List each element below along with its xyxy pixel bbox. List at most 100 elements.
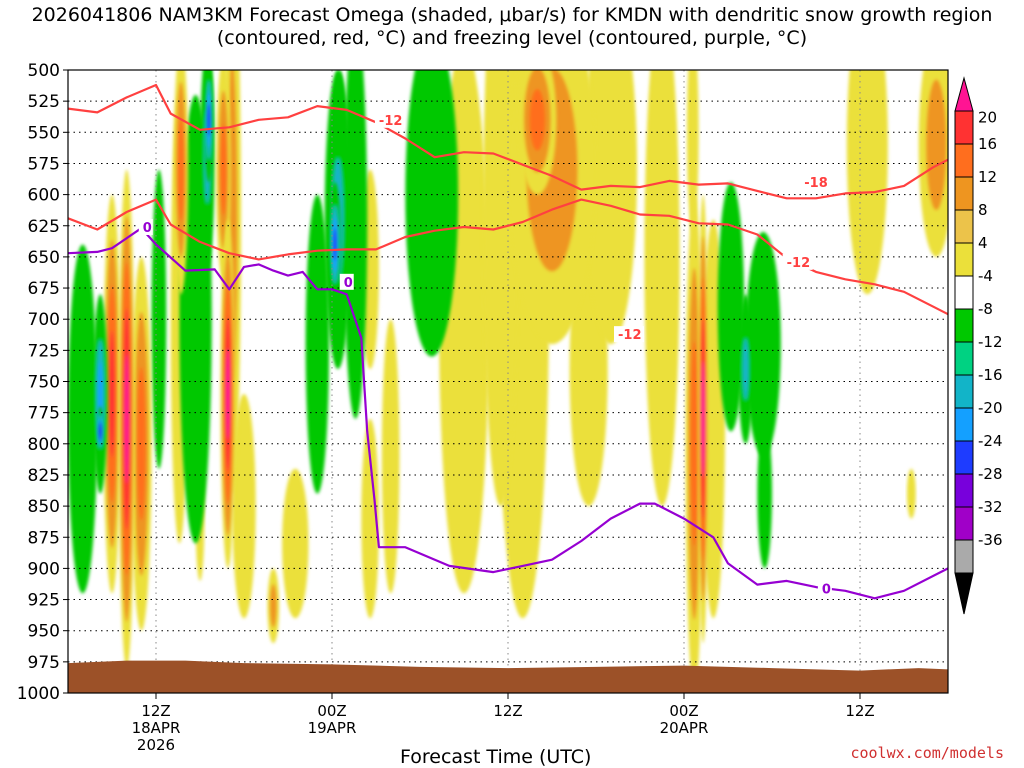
x-tick-label: 18APR bbox=[132, 719, 181, 737]
omega-cell-42 bbox=[204, 70, 214, 183]
omega-band bbox=[926, 79, 947, 211]
omega-cell-13 bbox=[381, 319, 400, 594]
y-tick-label: 525 bbox=[28, 92, 60, 112]
colorbar-swatch bbox=[954, 275, 974, 310]
colorbar-label: -28 bbox=[978, 465, 1003, 483]
omega-band bbox=[381, 319, 400, 594]
colorbar-swatch bbox=[954, 539, 974, 574]
colorbar: 20 16 12 8 4 -4 -8 -12 -16 -20 -24 -28 -32 -36 bbox=[954, 76, 1003, 615]
y-tick-label: 850 bbox=[28, 497, 60, 517]
omega-band bbox=[584, 70, 638, 345]
dgz-cold-edge-contour bbox=[68, 83, 948, 200]
omega-cell-16 bbox=[686, 70, 699, 232]
freezing-level-label: 0 bbox=[822, 582, 831, 597]
dgz-label: -12 bbox=[379, 114, 403, 129]
y-tick-label: 650 bbox=[28, 248, 60, 268]
omega-cell-44 bbox=[329, 182, 341, 307]
colorbar-swatch bbox=[954, 242, 974, 277]
omega-band bbox=[846, 70, 888, 295]
omega-cell-39 bbox=[103, 194, 121, 594]
omega-band bbox=[154, 231, 164, 407]
colorbar-label: -4 bbox=[978, 267, 993, 285]
colorbar-label: -16 bbox=[978, 366, 1003, 384]
freezing-level-contour bbox=[68, 227, 948, 600]
x-tick-label: 12Z bbox=[845, 702, 874, 720]
omega-band bbox=[177, 118, 184, 221]
omega-cell-43 bbox=[220, 219, 236, 569]
dgz-label: -18 bbox=[804, 176, 828, 191]
omega-cell-32 bbox=[518, 70, 557, 195]
omega-shading bbox=[68, 70, 948, 693]
colorbar-swatch bbox=[954, 143, 974, 178]
y-tick-label: 900 bbox=[28, 559, 60, 579]
y-tick-label: 700 bbox=[28, 310, 60, 330]
omega-band bbox=[529, 89, 546, 151]
axes: 500 525 550 575 600 625 650 675 700 725 750 775 800 8… bbox=[17, 61, 949, 754]
colorbar-swatch bbox=[954, 374, 974, 409]
x-tick-label: 2026 bbox=[137, 736, 175, 754]
x-tick-label: 20APR bbox=[660, 719, 709, 737]
omega-cell-35 bbox=[173, 70, 189, 295]
omega-band bbox=[742, 338, 749, 400]
omega-band bbox=[74, 317, 92, 521]
x-axis-label: Forecast Time (UTC) bbox=[400, 746, 592, 768]
colorbar-label: 20 bbox=[978, 109, 997, 127]
omega-band bbox=[206, 103, 211, 136]
omega-cell-36 bbox=[216, 70, 231, 282]
x-tick-label: 19APR bbox=[308, 719, 357, 737]
colorbar-swatch bbox=[954, 407, 974, 442]
omega-band bbox=[701, 360, 706, 478]
colorbar-label: 4 bbox=[978, 234, 988, 252]
omega-band bbox=[220, 123, 227, 216]
omega-cell-24 bbox=[717, 182, 745, 432]
x-tick-label: 12Z bbox=[141, 702, 170, 720]
omega-band bbox=[109, 330, 115, 458]
omega-band bbox=[332, 228, 337, 261]
omega-cell-19 bbox=[508, 70, 596, 345]
colorbar-label: -32 bbox=[978, 498, 1003, 516]
terrain-fill bbox=[68, 660, 948, 693]
colorbar-label: 12 bbox=[978, 168, 997, 186]
omega-cell-37 bbox=[738, 294, 753, 444]
omega-cell-8 bbox=[846, 70, 888, 295]
omega-band bbox=[98, 425, 103, 437]
colorbar-label: 16 bbox=[978, 135, 997, 153]
omega-band bbox=[690, 341, 698, 547]
omega-cell-9 bbox=[906, 468, 916, 519]
y-tick-label: 725 bbox=[28, 341, 60, 361]
omega-band bbox=[137, 366, 146, 521]
omega-band bbox=[906, 468, 916, 519]
colorbar-label: -20 bbox=[978, 399, 1003, 417]
y-tick-label: 750 bbox=[28, 373, 60, 393]
y-tick-label: 800 bbox=[28, 435, 60, 455]
dgz-label-bg bbox=[374, 111, 405, 128]
omega-cell-1 bbox=[282, 468, 309, 619]
omega-band bbox=[760, 450, 769, 538]
grid-lines bbox=[68, 70, 948, 693]
dgz-label-bg bbox=[614, 326, 644, 343]
freezing-level-label-bg bbox=[339, 273, 354, 290]
omega-band bbox=[686, 70, 699, 232]
omega-cell-23 bbox=[305, 194, 330, 494]
y-tick-label: 925 bbox=[28, 591, 60, 611]
omega-cell-29 bbox=[267, 568, 280, 644]
y-tick-label: 1000 bbox=[17, 684, 60, 704]
y-tick-label: 675 bbox=[28, 279, 60, 299]
contours: -12 -18 -12 -12 0 0 0 bbox=[68, 83, 948, 600]
freezing-level-label: 0 bbox=[143, 221, 152, 236]
freezing-level-label: 0 bbox=[344, 276, 353, 291]
y-tick-label: 950 bbox=[28, 622, 60, 642]
y-tick-label: 875 bbox=[28, 528, 60, 548]
freezing-level-label-bg bbox=[817, 580, 832, 597]
colorbar-swatch bbox=[954, 506, 974, 541]
colorbar-label: -8 bbox=[978, 300, 993, 318]
colorbar-swatch bbox=[954, 440, 974, 475]
omega-band bbox=[752, 278, 774, 410]
colorbar-label: -36 bbox=[978, 531, 1003, 549]
y-tick-label: 550 bbox=[28, 123, 60, 143]
omega-cell-46 bbox=[97, 406, 104, 457]
omega-band bbox=[310, 256, 325, 432]
colorbar-swatch bbox=[954, 110, 974, 145]
omega-band bbox=[723, 234, 739, 380]
